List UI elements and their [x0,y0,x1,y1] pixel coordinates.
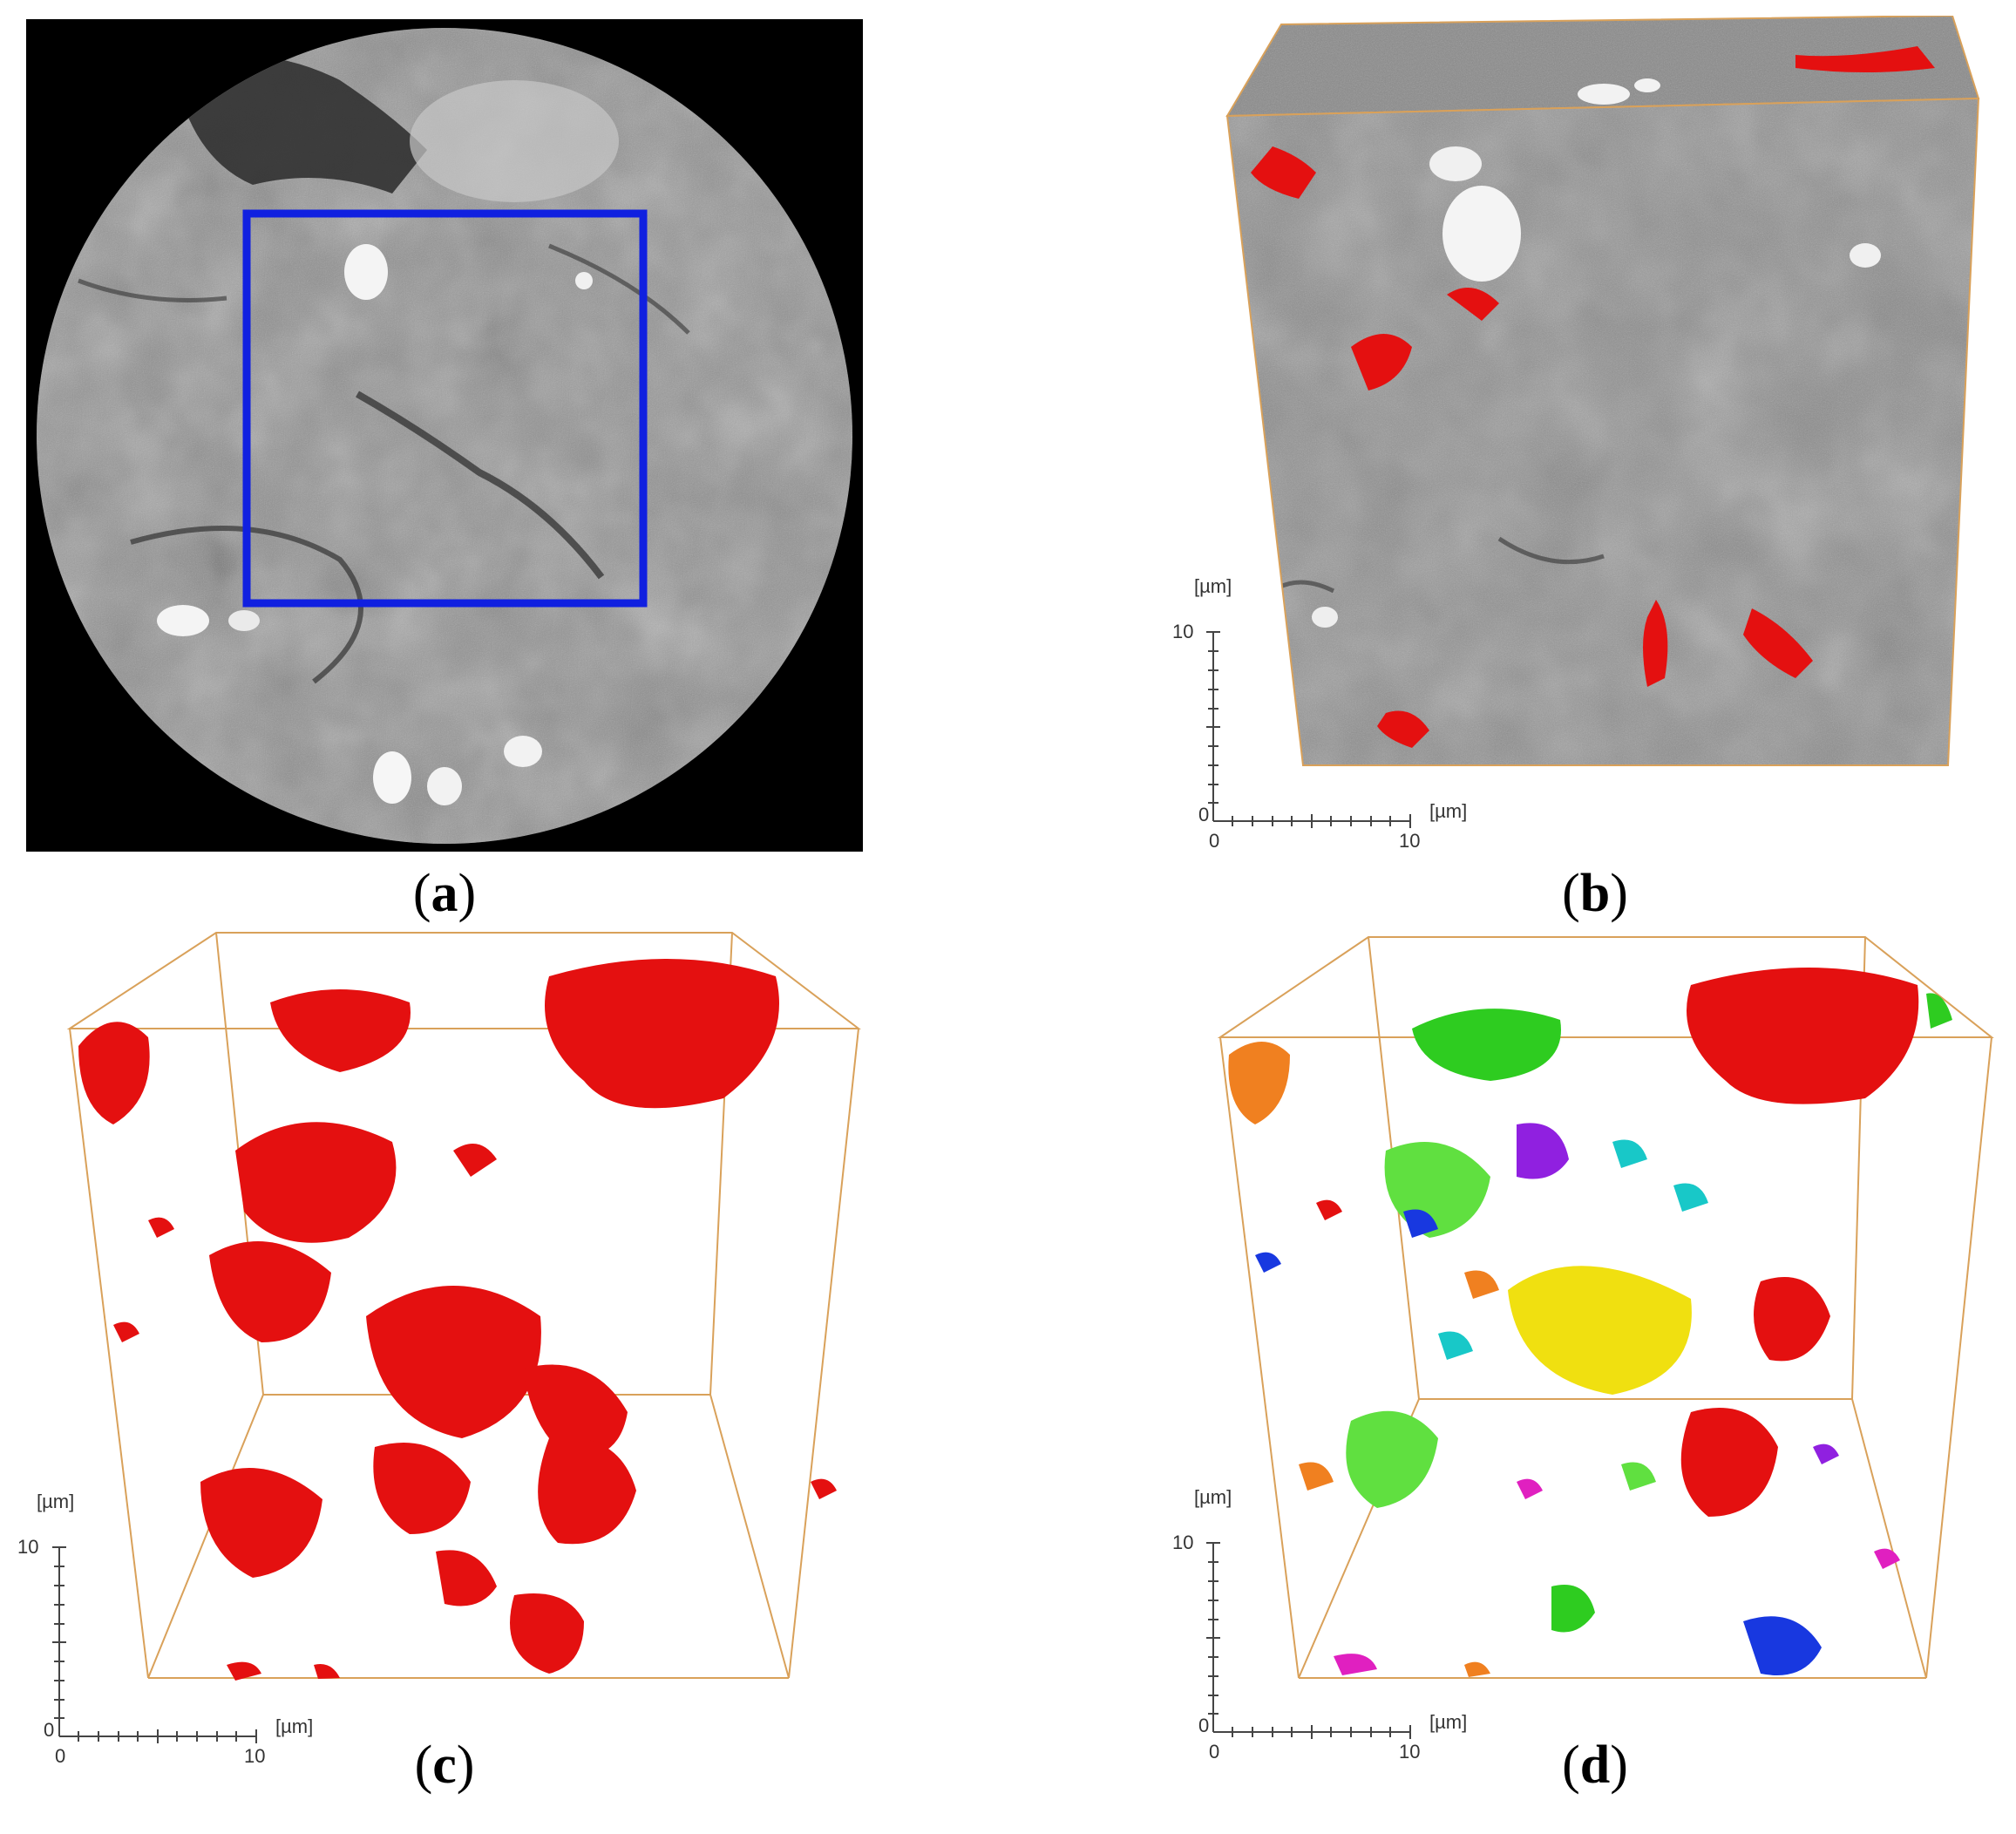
axis-c: [µm] 10 0 0 10 [µm] [17,1491,313,1767]
ct-slice-image [26,19,863,852]
axis-d-x-unit: [µm] [1429,1711,1467,1733]
axis-c-y-max: 10 [17,1536,38,1558]
axis-c-y-zero: 0 [44,1719,54,1741]
cube-render-image [1225,14,1980,766]
axis-d-y-max: 10 [1172,1532,1193,1553]
axis-d-x-zero: 0 [1209,1741,1219,1763]
panel-b [1151,14,2005,870]
caption-d: (d) [1562,1736,1628,1795]
caption-a: (a) [412,864,477,923]
axis-d-y-zero: 0 [1198,1715,1209,1736]
caption-b: (b) [1562,864,1628,923]
panel-a [26,19,863,852]
axis-c-x-max: 10 [244,1745,265,1767]
axis-c-x-unit: [µm] [275,1715,313,1737]
axis-b-x-zero: 0 [1209,830,1219,852]
axis-c-y-unit: [µm] [37,1491,74,1512]
axis-b-y-max: 10 [1172,621,1193,642]
panel-c [61,924,880,1691]
pore-segmentation-image [66,932,861,1681]
pore-labels-image [1217,936,1994,1679]
axis-b-y-unit: [µm] [1194,575,1232,597]
caption-c: (c) [414,1736,475,1795]
axis-b-y-zero: 0 [1198,804,1209,825]
axis-b-x-max: 10 [1399,830,1420,852]
roi-frame [242,209,648,608]
axis-b: [µm] 10 0 0 10 [µm] [1172,575,1467,852]
axis-d-x-max: 10 [1399,1741,1420,1763]
axis-b-x-unit: [µm] [1429,800,1467,822]
axis-d: [µm] 10 0 0 10 [µm] [1172,1486,1467,1763]
axis-c-x-zero: 0 [55,1745,65,1767]
axis-d-y-unit: [µm] [1194,1486,1232,1508]
panel-d [1203,924,2005,1691]
